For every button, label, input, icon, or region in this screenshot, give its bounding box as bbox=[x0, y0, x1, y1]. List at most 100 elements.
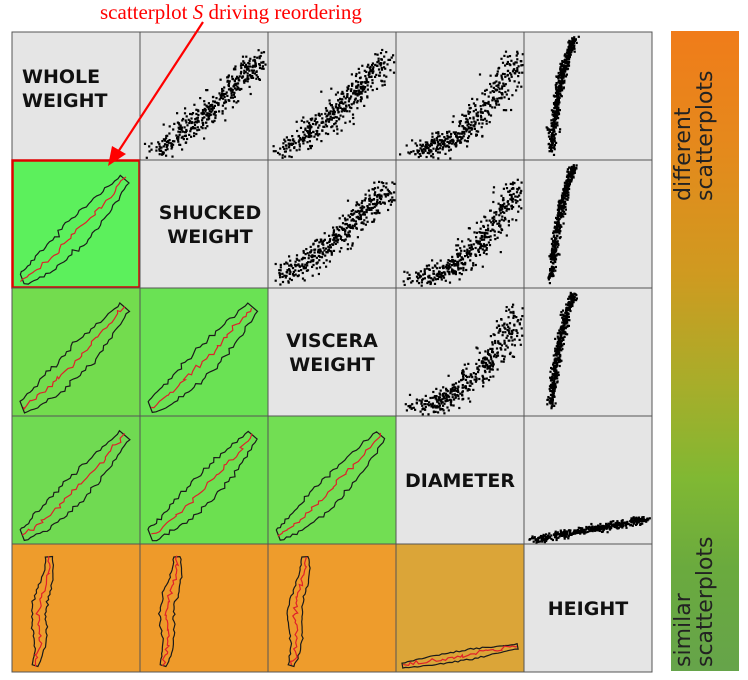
scatter-point bbox=[520, 64, 523, 67]
scatter-point bbox=[565, 309, 568, 312]
scatter-point bbox=[485, 122, 488, 125]
scatter-point bbox=[563, 190, 566, 193]
median-curve bbox=[161, 555, 180, 667]
scatter-point bbox=[427, 280, 430, 283]
scatter-point bbox=[447, 266, 450, 269]
scatter-point bbox=[353, 219, 356, 222]
scatter-point bbox=[475, 378, 478, 381]
scatter-point bbox=[355, 90, 358, 93]
scatter-point bbox=[332, 226, 335, 229]
scatter-point bbox=[442, 276, 446, 279]
scatter-point bbox=[336, 238, 339, 241]
scatter-point bbox=[419, 410, 422, 413]
scatter-point bbox=[201, 109, 205, 112]
scatter-point bbox=[306, 141, 309, 144]
scatter-point bbox=[500, 318, 503, 321]
scatter-point bbox=[507, 203, 510, 206]
scatter-point bbox=[550, 122, 553, 125]
scatter-point bbox=[314, 123, 317, 126]
scatter-point bbox=[488, 219, 491, 222]
scatter-point bbox=[185, 121, 188, 124]
scatter-point bbox=[573, 46, 576, 49]
scatter-point bbox=[564, 75, 568, 78]
scatter-point bbox=[557, 92, 560, 96]
scatter-point bbox=[352, 102, 355, 105]
scatter-point bbox=[569, 46, 572, 49]
scatter-point bbox=[458, 120, 461, 123]
scatter-point bbox=[352, 92, 355, 95]
scatter-point bbox=[244, 79, 247, 83]
scatter-point bbox=[451, 383, 454, 386]
scatter-point bbox=[556, 240, 559, 244]
scatter-point bbox=[566, 178, 569, 182]
scatter-point bbox=[487, 349, 490, 352]
scatter-point bbox=[436, 400, 439, 403]
scatter-point bbox=[635, 518, 638, 521]
scatter-point bbox=[625, 526, 628, 529]
scatter-point bbox=[552, 133, 555, 137]
scatter-point bbox=[559, 531, 562, 534]
scatter-point bbox=[501, 354, 504, 357]
scatter-point bbox=[593, 527, 596, 530]
scatter-point bbox=[375, 204, 378, 207]
scatter-point bbox=[562, 324, 565, 327]
scatter-point bbox=[484, 245, 487, 248]
scatter-point bbox=[421, 413, 424, 416]
scatter-point bbox=[511, 355, 514, 358]
scatter-point bbox=[234, 84, 237, 87]
scatter-point bbox=[548, 401, 551, 404]
scatter-point bbox=[432, 147, 435, 150]
scatter-point bbox=[517, 75, 520, 78]
scatter-point bbox=[414, 408, 417, 411]
similarity-cell-bg bbox=[139, 287, 269, 417]
scatter-point bbox=[226, 94, 229, 97]
scatter-point bbox=[567, 535, 570, 538]
scatter-point bbox=[321, 251, 324, 254]
scatter-point bbox=[614, 522, 617, 525]
scatter-point bbox=[557, 536, 560, 539]
scatter-point bbox=[199, 97, 202, 100]
scatter-point bbox=[472, 243, 475, 246]
scatter-point bbox=[341, 214, 344, 217]
median-curve bbox=[22, 306, 126, 411]
scatter-point bbox=[239, 64, 243, 67]
scatter-point bbox=[421, 404, 424, 407]
scatter-point bbox=[552, 230, 555, 233]
scatter-point bbox=[605, 522, 608, 525]
scatter-point bbox=[566, 183, 569, 186]
scatter-point bbox=[500, 97, 503, 100]
scatter-point bbox=[506, 200, 509, 204]
scatter-point bbox=[169, 142, 172, 145]
scatter-point bbox=[225, 91, 228, 94]
scatter-point bbox=[574, 168, 577, 171]
scatter-point bbox=[359, 215, 362, 218]
scatter-point bbox=[301, 271, 304, 275]
scatter-point bbox=[560, 207, 563, 211]
scatter-point bbox=[555, 226, 558, 229]
scatter-point bbox=[450, 399, 453, 402]
scatter-point bbox=[347, 84, 350, 88]
scatter-point bbox=[369, 68, 372, 71]
scatter-point bbox=[160, 153, 164, 156]
scatter-point bbox=[509, 182, 512, 185]
scatter-point bbox=[355, 86, 358, 89]
scatter-point bbox=[593, 525, 596, 528]
scatter-point bbox=[451, 259, 455, 262]
scatter-point bbox=[294, 142, 297, 145]
scatter-point bbox=[504, 327, 507, 330]
scatter-point bbox=[475, 130, 478, 133]
scatter-point bbox=[463, 139, 466, 142]
scatter-point bbox=[567, 196, 570, 199]
scatter-point bbox=[417, 273, 420, 276]
scatter-point bbox=[358, 210, 361, 213]
scatter-point bbox=[580, 529, 583, 532]
scatter-point bbox=[561, 60, 564, 64]
scatter-point bbox=[453, 389, 457, 392]
scatter-point bbox=[512, 187, 515, 190]
scatter-point bbox=[521, 334, 524, 337]
scatter-point bbox=[364, 197, 367, 200]
scatter-point bbox=[447, 271, 451, 274]
scatter-point bbox=[567, 324, 570, 327]
scatter-point bbox=[429, 280, 432, 283]
scatter-point bbox=[178, 133, 181, 136]
